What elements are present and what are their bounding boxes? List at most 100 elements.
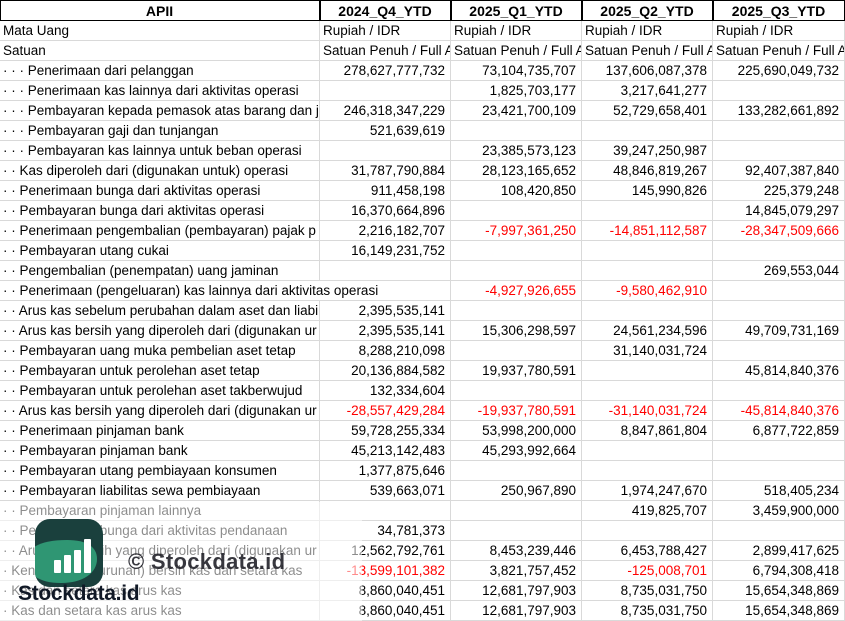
cell-2025-q3-ytd: 6,877,722,859 <box>713 421 845 441</box>
cell-2025-q3-ytd <box>713 241 845 261</box>
cell-2024-q4-ytd <box>320 261 451 281</box>
table-row: · · · Penerimaan dari pelanggan 278,627,… <box>0 61 845 81</box>
cell-2025-q2-ytd <box>582 361 713 381</box>
cell-2024-q4-ytd: Rupiah / IDR <box>320 21 451 41</box>
cell-2024-q4-ytd: 911,458,198 <box>320 181 451 201</box>
table-row: · · Arus kas bersih yang diperoleh dari … <box>0 401 845 421</box>
cell-2025-q1-ytd <box>451 301 582 321</box>
stockdata-logo-icon <box>35 519 103 587</box>
table-row: · · · Pembayaran kepada pemasok atas bar… <box>0 101 845 121</box>
cell-2025-q2-ytd: 8,847,861,804 <box>582 421 713 441</box>
table-row: · · Pembayaran uang muka pembelian aset … <box>0 341 845 361</box>
cell-2025-q3-ytd: 6,794,308,418 <box>713 561 845 581</box>
cell-2024-q4-ytd: 521,639,619 <box>320 121 451 141</box>
column-header-2025-q3-ytd: 2025_Q3_YTD <box>713 0 845 21</box>
cell-2025-q3-ytd: -28,347,509,666 <box>713 221 845 241</box>
row-label: · · Pembayaran uang muka pembelian aset … <box>0 341 320 361</box>
cell-2025-q2-ytd: 145,990,826 <box>582 181 713 201</box>
row-label: · · Penerimaan pengembalian (pembayaran)… <box>0 221 320 241</box>
cell-2025-q1-ytd: 3,821,757,452 <box>451 561 582 581</box>
row-label: · · Kas diperoleh dari (digunakan untuk)… <box>0 161 320 181</box>
cell-2025-q2-ytd <box>582 441 713 461</box>
cell-2025-q1-ytd: 23,385,573,123 <box>451 141 582 161</box>
cell-2025-q2-ytd: Rupiah / IDR <box>582 21 713 41</box>
cell-2025-q3-ytd: 45,814,840,376 <box>713 361 845 381</box>
cell-2024-q4-ytd: 2,395,535,141 <box>320 321 451 341</box>
cell-2025-q1-ytd: 23,421,700,109 <box>451 101 582 121</box>
cell-2025-q1-ytd: 12,681,797,903 <box>451 581 582 601</box>
row-label: · · · Pembayaran gaji dan tunjangan <box>0 121 320 141</box>
cell-2025-q3-ytd <box>713 461 845 481</box>
cell-2025-q3-ytd <box>713 521 845 541</box>
cell-2025-q2-ytd: 419,825,707 <box>582 501 713 521</box>
cell-2025-q3-ytd: 15,654,348,869 <box>713 581 845 601</box>
cell-2025-q2-ytd: 3,217,641,277 <box>582 81 713 101</box>
header-row: APII 2024_Q4_YTD 2025_Q1_YTD 2025_Q2_YTD… <box>0 0 845 21</box>
cell-2025-q1-ytd <box>451 381 582 401</box>
cell-2024-q4-ytd: 20,136,884,582 <box>320 361 451 381</box>
row-label: · · Pembayaran untuk perolehan aset takb… <box>0 381 320 401</box>
cell-2025-q2-ytd: -31,140,031,724 <box>582 401 713 421</box>
cell-2025-q2-ytd: -125,008,701 <box>582 561 713 581</box>
row-label: · · Arus kas bersih yang diperoleh dari … <box>0 321 320 341</box>
cell-2025-q1-ytd: 73,104,735,707 <box>451 61 582 81</box>
cell-2024-q4-ytd: 16,370,664,896 <box>320 201 451 221</box>
cell-2024-q4-ytd <box>320 281 451 301</box>
cell-2025-q2-ytd <box>582 301 713 321</box>
table-row: · · Pembayaran untuk perolehan aset takb… <box>0 381 845 401</box>
cell-2024-q4-ytd: 1,377,875,646 <box>320 461 451 481</box>
table-row: · · Arus kas sebelum perubahan dalam ase… <box>0 301 845 321</box>
column-header-2025-q1-ytd: 2025_Q1_YTD <box>451 0 582 21</box>
cell-2025-q2-ytd <box>582 461 713 481</box>
cell-2025-q3-ytd <box>713 301 845 321</box>
cell-2025-q1-ytd: Rupiah / IDR <box>451 21 582 41</box>
cell-2025-q1-ytd: 53,998,200,000 <box>451 421 582 441</box>
cell-2024-q4-ytd: 59,728,255,334 <box>320 421 451 441</box>
cell-2024-q4-ytd <box>320 501 451 521</box>
table-row: · · · Pembayaran kas lainnya untuk beban… <box>0 141 845 161</box>
row-label: · · · Pembayaran kas lainnya untuk beban… <box>0 141 320 161</box>
cell-2025-q1-ytd <box>451 501 582 521</box>
cell-2024-q4-ytd: -13,599,101,382 <box>320 561 451 581</box>
cell-2025-q1-ytd <box>451 521 582 541</box>
table-row: · · Penerimaan pinjaman bank 59,728,255,… <box>0 421 845 441</box>
row-label: · · Pembayaran utang pembiayaan konsumen <box>0 461 320 481</box>
cell-2025-q2-ytd: 8,735,031,750 <box>582 581 713 601</box>
cell-2024-q4-ytd: 8,860,040,451 <box>320 601 451 621</box>
cell-2025-q1-ytd: 28,123,165,652 <box>451 161 582 181</box>
cell-2024-q4-ytd <box>320 141 451 161</box>
cell-2024-q4-ytd: 2,395,535,141 <box>320 301 451 321</box>
cell-2025-q3-ytd: 225,379,248 <box>713 181 845 201</box>
column-header-2024-q4-ytd: 2024_Q4_YTD <box>320 0 451 21</box>
cell-2025-q1-ytd: 12,681,797,903 <box>451 601 582 621</box>
cell-2025-q1-ytd <box>451 201 582 221</box>
cell-2025-q3-ytd <box>713 341 845 361</box>
row-label: · · Arus kas sebelum perubahan dalam ase… <box>0 301 320 321</box>
cell-2025-q2-ytd: 31,140,031,724 <box>582 341 713 361</box>
table-row: Satuan Satuan Penuh / Full A Satuan Penu… <box>0 41 845 61</box>
row-label: · · Penerimaan bunga dari aktivitas oper… <box>0 181 320 201</box>
cell-2025-q1-ytd: 8,453,239,446 <box>451 541 582 561</box>
table-row: · · Arus kas bersih yang diperoleh dari … <box>0 321 845 341</box>
cell-2025-q3-ytd <box>713 381 845 401</box>
row-label: · · Pembayaran utang cukai <box>0 241 320 261</box>
row-label: · · Penerimaan pinjaman bank <box>0 421 320 441</box>
copyright-watermark: © Stockdata.id <box>128 549 286 574</box>
cell-2025-q1-ytd: -4,927,926,655 <box>451 281 582 301</box>
table-row: · · Pembayaran liabilitas sewa pembiayaa… <box>0 481 845 501</box>
cell-2025-q2-ytd: 1,974,247,670 <box>582 481 713 501</box>
table-row: · · Kas diperoleh dari (digunakan untuk)… <box>0 161 845 181</box>
cell-2025-q3-ytd: 3,459,900,000 <box>713 501 845 521</box>
table-row: · · Pembayaran pinjaman bank 45,213,142,… <box>0 441 845 461</box>
cell-2025-q3-ytd: Satuan Penuh / Full A <box>713 41 845 61</box>
row-label: · · Pembayaran untuk perolehan aset teta… <box>0 361 320 381</box>
cell-2024-q4-ytd: 278,627,777,732 <box>320 61 451 81</box>
row-label: · · Pengembalian (penempatan) uang jamin… <box>0 261 320 281</box>
row-label: Mata Uang <box>0 21 320 41</box>
cell-2025-q1-ytd: 250,967,890 <box>451 481 582 501</box>
cell-2024-q4-ytd: 8,288,210,098 <box>320 341 451 361</box>
cell-2025-q3-ytd: 269,553,044 <box>713 261 845 281</box>
table-row: · · Pembayaran bunga dari aktivitas oper… <box>0 201 845 221</box>
table-row: · · · Penerimaan kas lainnya dari aktivi… <box>0 81 845 101</box>
